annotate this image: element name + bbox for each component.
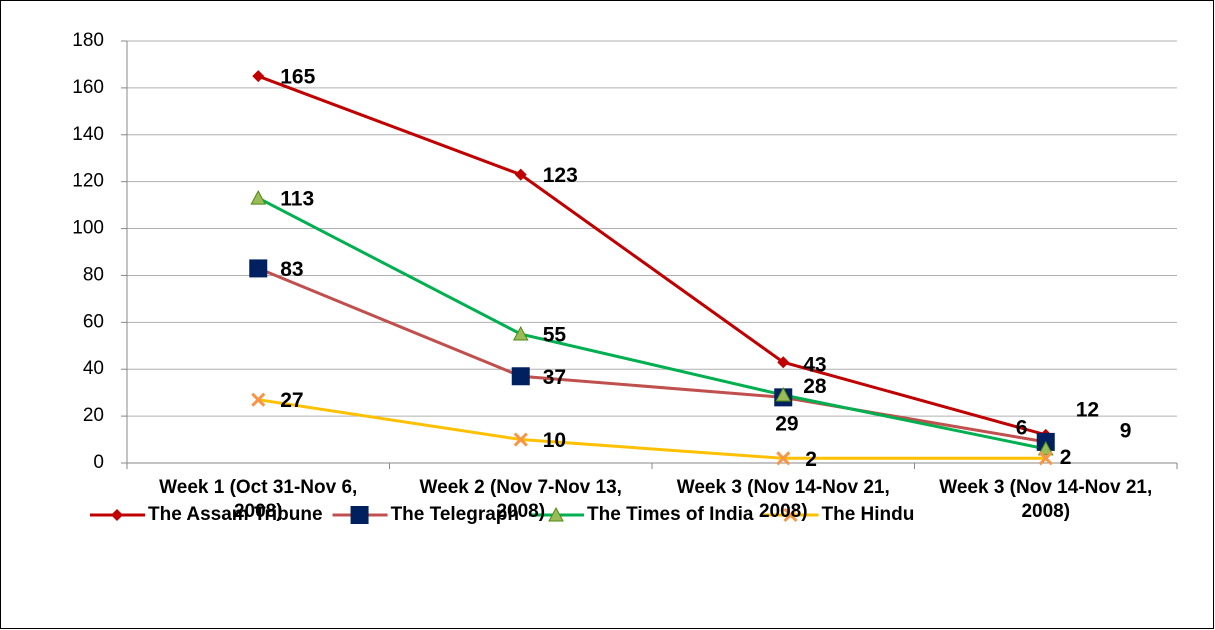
marker	[777, 356, 790, 369]
x-tick-label: Week 1 (Oct 31-Nov 6, 2008)	[159, 477, 358, 522]
data-label: 12	[1076, 398, 1099, 421]
marker	[548, 506, 564, 522]
data-label: 113	[280, 188, 314, 211]
data-label: 37	[543, 366, 566, 389]
legend-label: The Telegraph	[391, 504, 519, 525]
marker	[514, 168, 527, 181]
marker	[776, 451, 791, 466]
marker	[1038, 451, 1053, 466]
y-tick-label: 120	[72, 171, 104, 192]
marker	[111, 509, 123, 521]
series-line	[257, 196, 1047, 451]
legend-label: The Times of India	[587, 504, 754, 525]
data-label: 29	[775, 413, 798, 436]
legend-label: The Hindu	[821, 504, 914, 525]
y-tick-label: 40	[83, 358, 104, 379]
marker	[250, 190, 267, 205]
marker	[252, 70, 265, 83]
y-tick-label: 60	[83, 311, 104, 332]
x-tick-label: Week 3 (Nov 14-Nov 21, 2008)	[676, 477, 890, 522]
y-tick-label: 0	[93, 452, 104, 473]
x-tick-label: Week 3 (Nov 14-Nov 21, 2008)	[939, 477, 1153, 522]
data-label: 10	[543, 429, 566, 452]
marker	[513, 432, 528, 447]
legend-label: The Assam Tribune	[148, 504, 323, 525]
data-label: 165	[280, 66, 315, 89]
marker	[783, 507, 798, 523]
series-line	[258, 398, 1046, 460]
y-tick-label: 20	[83, 405, 104, 426]
series-line	[257, 74, 1047, 437]
data-label: 43	[803, 354, 826, 377]
marker	[511, 367, 530, 386]
data-label: 28	[803, 375, 827, 398]
data-label: 2	[805, 448, 817, 471]
data-label: 27	[280, 389, 303, 412]
marker	[1037, 440, 1054, 456]
marker	[251, 392, 266, 407]
y-tick-label: 100	[72, 218, 104, 239]
y-tick-label: 140	[72, 124, 104, 145]
marker	[512, 326, 529, 341]
y-tick-label: 160	[72, 77, 104, 98]
data-label: 83	[280, 258, 303, 281]
data-label: 9	[1120, 419, 1132, 442]
data-label: 2	[1060, 446, 1072, 469]
data-label: 6	[1016, 416, 1028, 439]
series-line	[257, 267, 1047, 444]
marker	[350, 506, 369, 524]
x-tick-label: Week 2 (Nov 7-Nov 13, 2008)	[419, 477, 622, 522]
marker	[249, 259, 268, 278]
data-label: 55	[543, 324, 567, 347]
y-tick-label: 180	[72, 30, 104, 51]
y-tick-label: 80	[83, 264, 104, 285]
marker	[775, 386, 792, 402]
data-label: 123	[543, 164, 578, 187]
